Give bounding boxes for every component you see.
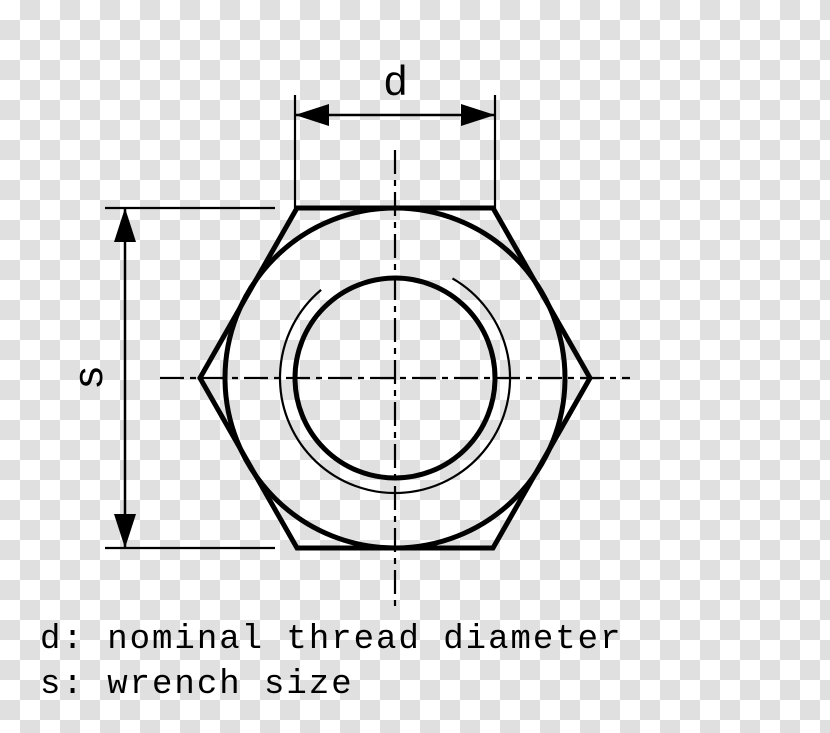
dim-s-arrow-top (114, 208, 136, 242)
dim-s-arrow-bottom (114, 514, 136, 548)
dim-d-arrow-right (461, 104, 495, 126)
legend-d: d: nominal thread diameter (40, 621, 623, 659)
dim-d-label: d (383, 60, 408, 108)
dim-d-arrow-left (295, 104, 329, 126)
legend-s: s: wrench size (40, 666, 354, 704)
dim-s-label: s (67, 365, 115, 390)
